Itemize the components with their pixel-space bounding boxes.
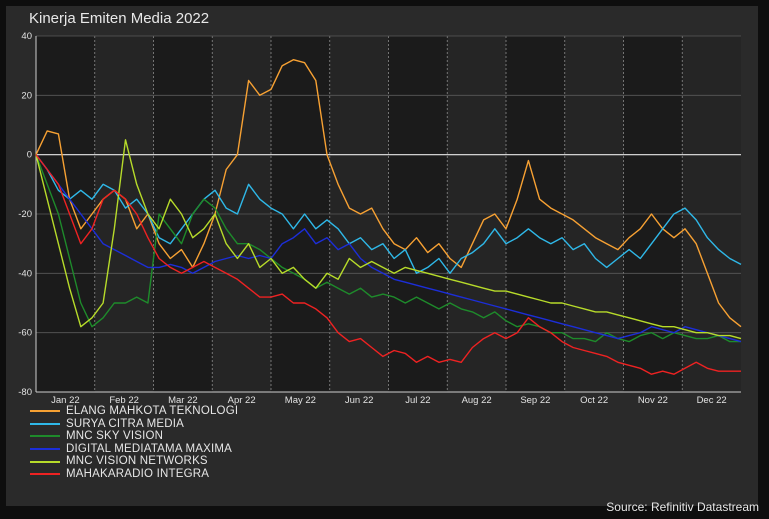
legend-swatch [30, 448, 60, 451]
legend-label: SURYA CITRA MEDIA [66, 417, 185, 430]
legend-item: MNC SKY VISION [30, 430, 238, 443]
x-tick-label: Aug 22 [462, 395, 492, 406]
legend-item: ELANG MAHKOTA TEKNOLOGI [30, 405, 238, 418]
legend-label: MNC SKY VISION [66, 430, 164, 443]
series-line-1 [35, 59, 742, 328]
legend-label: MAHAKARADIO INTEGRA [66, 467, 210, 480]
legend-item: MAHAKARADIO INTEGRA [30, 468, 238, 481]
x-tick-label: Sep 22 [520, 395, 550, 406]
x-tick-label: Jul 22 [405, 395, 430, 406]
legend-swatch [30, 422, 60, 425]
axes [35, 36, 741, 393]
series-line-6 [35, 154, 741, 375]
x-tick-label: Dec 22 [697, 395, 727, 406]
source-note: Source: Refinitiv Datastream [606, 500, 759, 514]
x-tick-label: Feb 22 [109, 395, 139, 406]
x-tick-label: Mar 22 [168, 395, 198, 406]
legend-swatch [30, 410, 60, 413]
legend-label: ELANG MAHKOTA TEKNOLOGI [66, 405, 239, 417]
y-tick-label: 0 [27, 150, 32, 161]
legend-swatch [30, 460, 60, 463]
x-tick-label: Jan 22 [51, 395, 80, 406]
y-tick-label: -80 [18, 387, 32, 398]
legend: ELANG MAHKOTA TEKNOLOGI SURYA CITRA MEDIA… [30, 405, 238, 481]
x-tick-label: Oct 22 [580, 395, 608, 406]
y-tick-label: 40 [21, 31, 32, 42]
series-line-3 [35, 154, 741, 343]
legend-swatch [30, 435, 60, 438]
legend-item: DIGITAL MEDIATAMA MAXIMA [30, 443, 238, 456]
y-tick-label: -20 [18, 209, 32, 220]
y-tick-label: -60 [18, 328, 32, 339]
series-line-4 [35, 154, 742, 343]
x-tick-label: Nov 22 [638, 395, 668, 406]
tick-labels: 40 20 0 -20 -40 -60 -80 Jan 22 Feb 22 Mar 22 Apr 2… [18, 31, 726, 406]
y-tick-label: -40 [18, 268, 32, 279]
chart-title: Kinerja Emiten Media 2022 [29, 10, 210, 27]
x-tick-label: Jun 22 [345, 395, 374, 406]
y-tick-label: 20 [21, 90, 32, 101]
legend-item: SURYA CITRA MEDIA [30, 418, 238, 431]
series-lines [35, 59, 742, 375]
legend-swatch [30, 473, 60, 476]
x-tick-label: May 22 [285, 395, 316, 406]
series-line-5 [35, 139, 742, 340]
series-line-2 [35, 154, 742, 274]
legend-label: DIGITAL MEDIATAMA MAXIMA [66, 442, 233, 455]
legend-label: MNC VISION NETWORKS [66, 455, 208, 468]
x-tick-label: Apr 22 [228, 395, 256, 406]
legend-item: MNC VISION NETWORKS [30, 455, 238, 468]
